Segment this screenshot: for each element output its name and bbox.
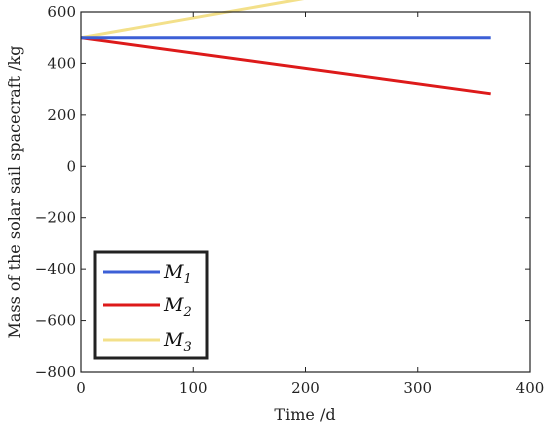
x-tick-label: 200 (291, 379, 320, 397)
tick-labels: 0 100 200 300 400 −800 −600 −400 −200 0 200 400 600 (35, 3, 545, 397)
y-tick-label: 0 (66, 157, 76, 175)
legend: M1 M2 M3 (93, 250, 209, 360)
x-tick-label: 300 (403, 379, 432, 397)
plot-lines (80, 0, 491, 96)
y-tick-label: 400 (47, 54, 76, 72)
series-line-m3 (80, 0, 305, 40)
x-tick-label: 400 (516, 379, 545, 397)
y-tick-label: 600 (47, 3, 76, 21)
legend-label-m2: M2 (163, 294, 192, 320)
series-line-m2 (80, 36, 491, 96)
legend-label-m1: M1 (163, 261, 192, 287)
y-tick-label: −800 (35, 363, 76, 381)
legend-items: M1 M2 M3 (103, 261, 192, 355)
x-tick-label: 100 (179, 379, 208, 397)
y-tick-label: −600 (35, 312, 76, 330)
y-tick-label: −200 (35, 209, 76, 227)
legend-label-m3: M3 (163, 329, 192, 355)
y-tick-label: 200 (47, 106, 76, 124)
y-axis-title: Mass of the solar sail spacecraft /kg (5, 46, 24, 339)
x-axis-title: Time /d (274, 405, 335, 424)
ticks (80, 11, 531, 373)
x-tick-label: 0 (76, 379, 86, 397)
y-tick-label: −400 (35, 260, 76, 278)
